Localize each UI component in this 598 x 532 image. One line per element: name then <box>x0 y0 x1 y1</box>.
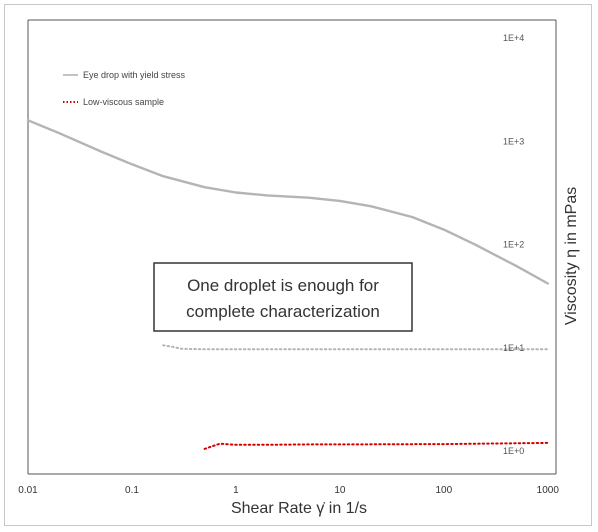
legend-label-2: Low-viscous sample <box>83 97 164 107</box>
x-tick-label: 1 <box>233 485 239 496</box>
series-line-1 <box>26 119 549 285</box>
x-tick-label: 0.1 <box>125 485 139 496</box>
series-line-2 <box>203 441 549 450</box>
annotation-border <box>153 262 413 332</box>
x-tick-label: 0.01 <box>18 485 38 496</box>
plot-area <box>27 19 557 475</box>
annotation-line-1: One droplet is enough for <box>187 276 379 295</box>
x-tick-label: 1000 <box>537 485 560 496</box>
x-tick-label: 10 <box>334 485 346 496</box>
x-axis-title: Shear Rate γ̇ in 1/s <box>231 500 367 517</box>
annotation-line-2: complete characterization <box>186 302 380 321</box>
x-tick-label: 100 <box>435 485 452 496</box>
y-axis-title: Viscosity η in mPas <box>563 187 580 325</box>
series-layer <box>26 119 549 450</box>
y-tick-label: 1E+0 <box>503 446 524 456</box>
legend-label-1: Eye drop with yield stress <box>83 70 186 80</box>
y-tick-label: 1E+3 <box>503 136 524 146</box>
y-tick-labels: 1E+0 1E+1 1E+2 1E+3 1E+4 <box>503 33 524 456</box>
y-tick-label: 1E+1 <box>503 343 524 353</box>
y-tick-label: 1E+4 <box>503 33 524 43</box>
annotation-box: One droplet is enough for complete chara… <box>153 262 413 332</box>
legend: Eye drop with yield stress Low-viscous sa… <box>63 70 186 107</box>
x-tick-labels: 0.01 0.1 1 10 100 1000 <box>18 485 559 496</box>
series-line-3 <box>162 344 549 351</box>
y-tick-label: 1E+2 <box>503 240 524 250</box>
